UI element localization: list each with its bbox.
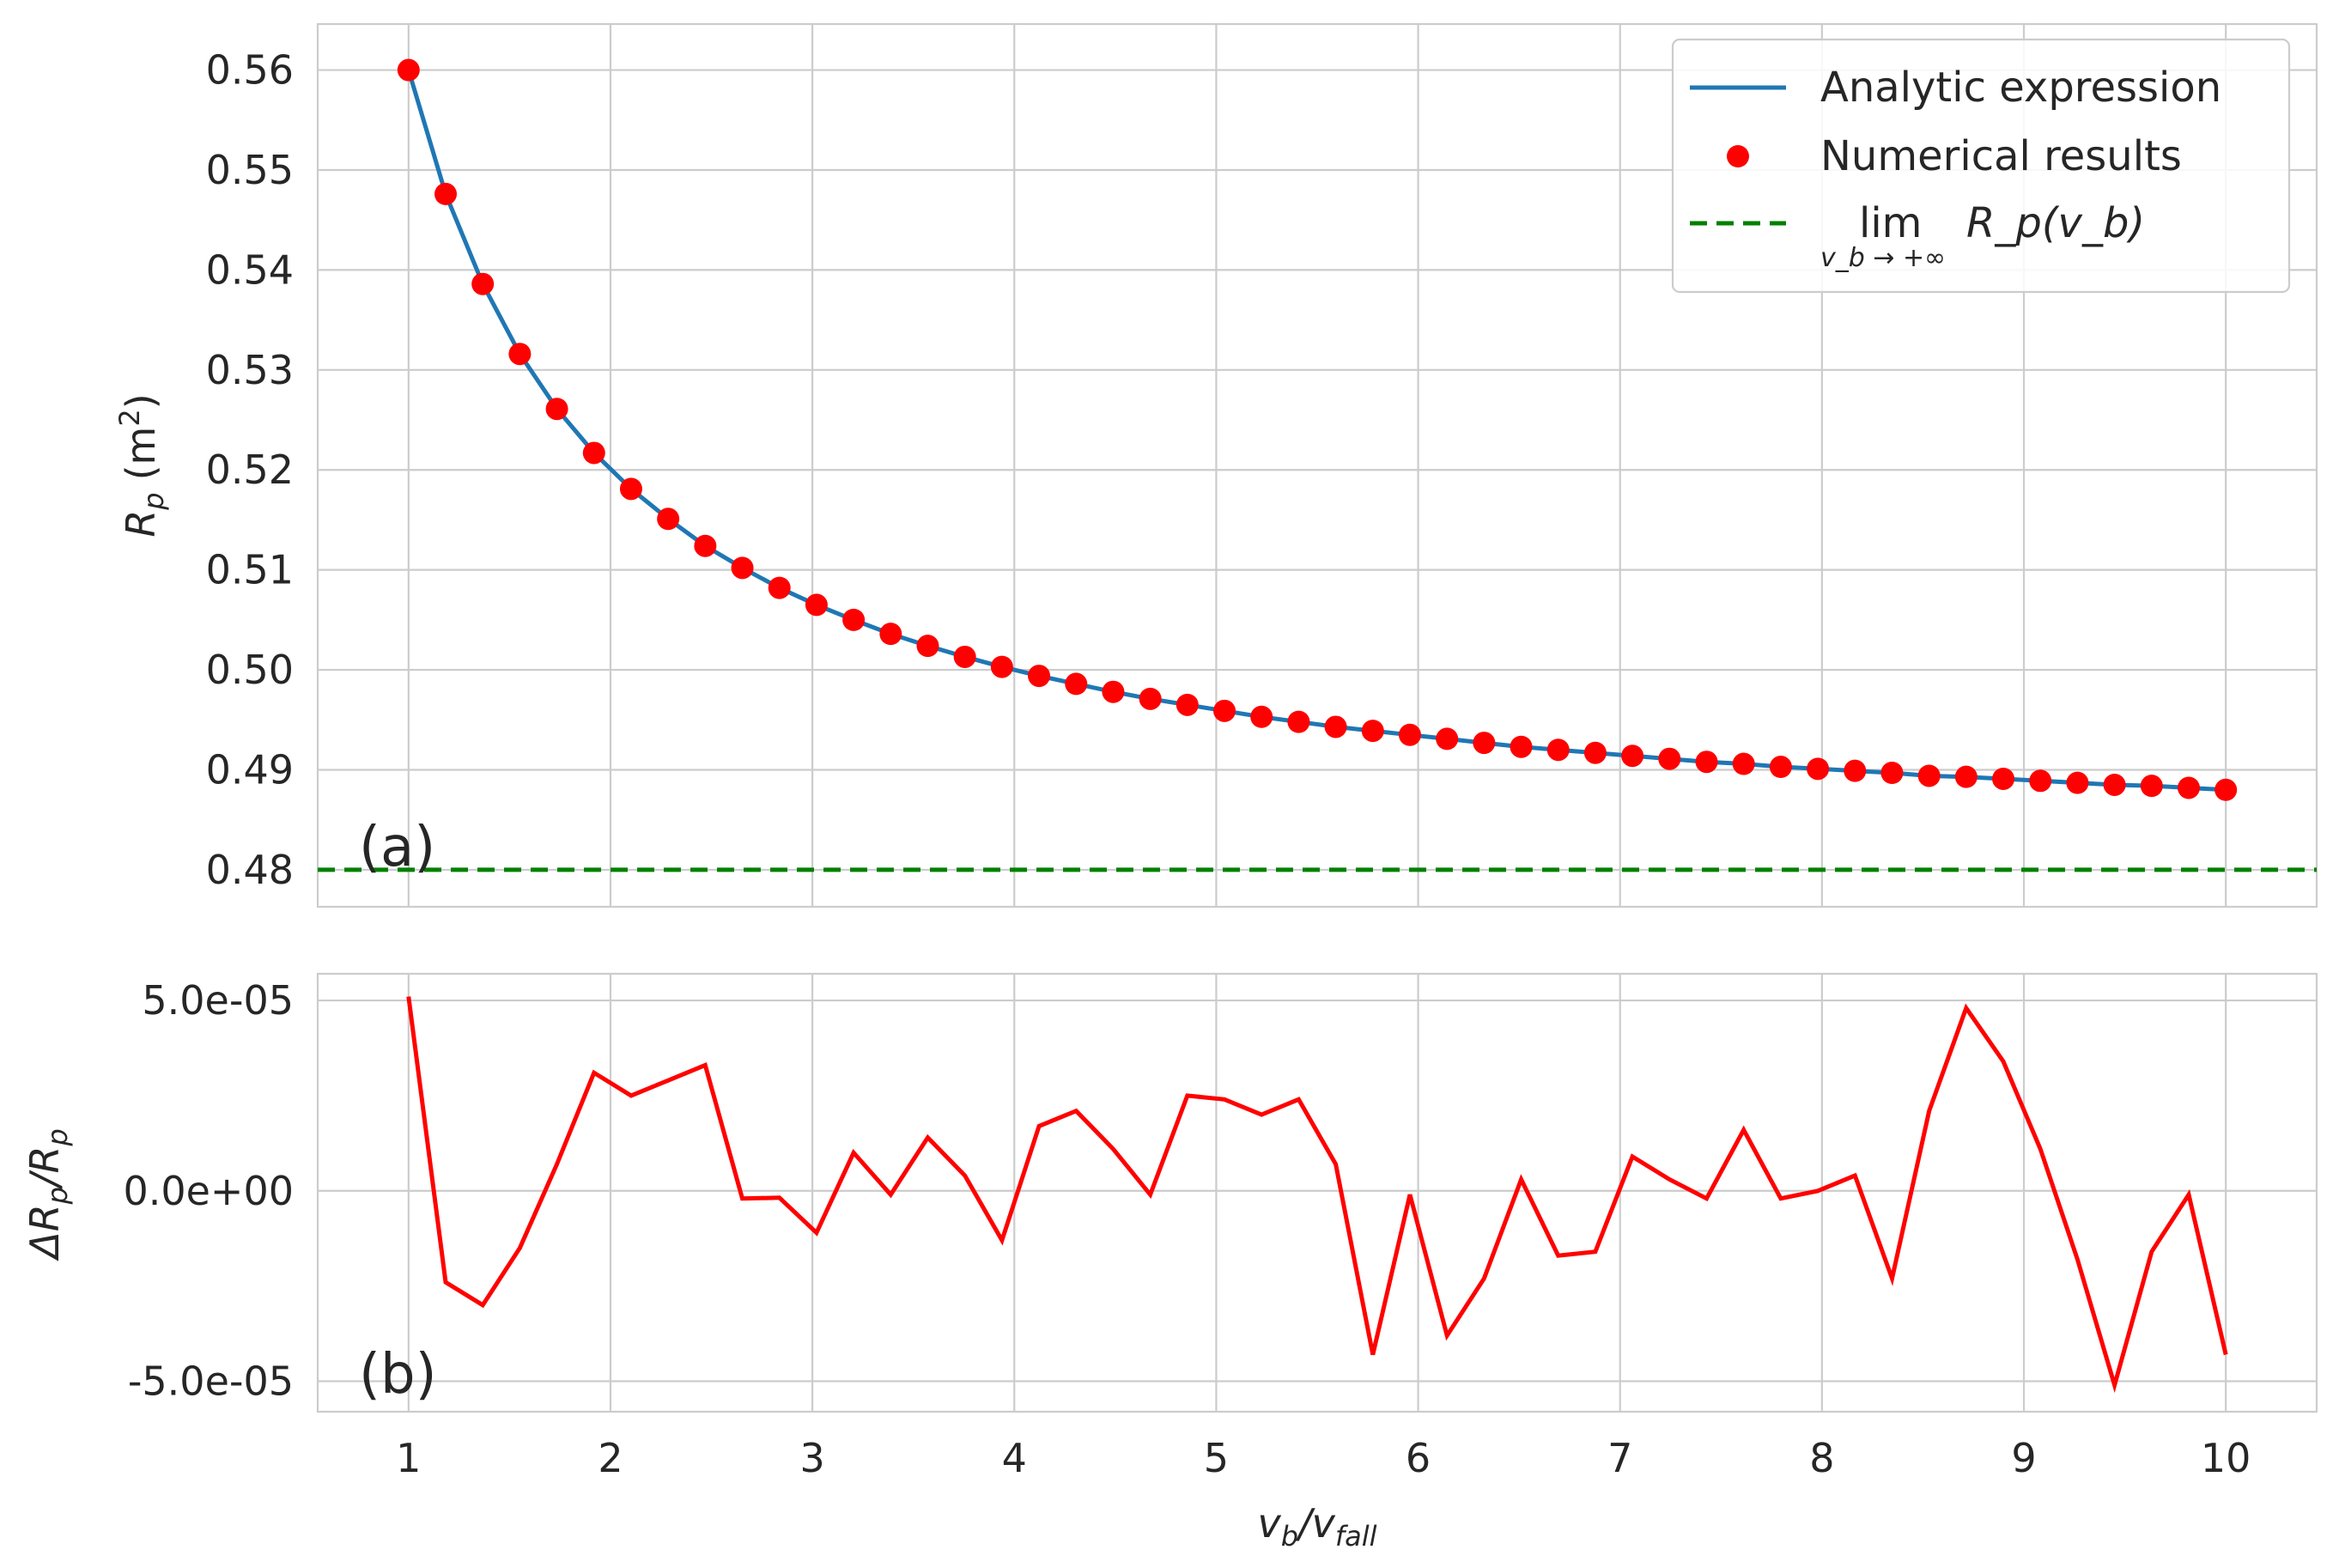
- numerical-result-point: [1732, 752, 1755, 775]
- numerical-result-point: [1695, 751, 1718, 774]
- panel-a-frame: [316, 22, 2318, 909]
- panel-a-y-axis-label: Rp(m2): [113, 393, 170, 537]
- numerical-result-point: [805, 593, 828, 617]
- numerical-result-point: [2066, 771, 2089, 794]
- panel-a-y-tick-label: 0.48: [206, 847, 294, 893]
- panel-label-b: (b): [359, 1343, 437, 1407]
- x-axis-label: vb/vfall: [1258, 1500, 1377, 1553]
- numerical-result-point: [471, 272, 495, 295]
- numerical-result-point: [1954, 765, 1978, 788]
- x-tick-label: 9: [2011, 1435, 2036, 1481]
- numerical-result-point: [2177, 776, 2200, 799]
- numerical-result-point: [694, 534, 717, 557]
- numerical-result-point: [916, 635, 939, 658]
- panel-b-y-tick-label: -5.0e-05: [128, 1358, 294, 1405]
- numerical-result-point: [1844, 759, 1867, 782]
- numerical-result-point: [1324, 715, 1347, 738]
- panel-b-y-ticks: -5.0e-05 0.0e+00 5.0e-05: [123, 977, 294, 1404]
- numerical-result-point: [1992, 767, 2015, 790]
- numerical-result-point: [1028, 665, 1051, 688]
- numerical-result-point: [545, 398, 568, 421]
- numerical-result-point: [1917, 764, 1941, 787]
- legend-analytic-label: Analytic expression: [1820, 64, 2221, 112]
- numerical-result-point: [1473, 732, 1496, 755]
- numerical-result-point: [731, 556, 754, 580]
- x-tick-label: 4: [1002, 1435, 1027, 1481]
- numerical-result-point: [1621, 744, 1644, 768]
- panel-a-y-tick-label: 0.53: [206, 347, 294, 393]
- numerical-result-point: [434, 182, 458, 205]
- panel-b-y-tick-label: 0.0e+00: [123, 1168, 294, 1214]
- numerical-result-point: [582, 441, 605, 465]
- numerical-result-point: [1546, 738, 1570, 762]
- legend-numerical-swatch: [1727, 145, 1749, 167]
- numerical-result-point: [2214, 778, 2238, 801]
- x-tick-label: 8: [1809, 1435, 1834, 1481]
- x-tick-label: 6: [1406, 1435, 1431, 1481]
- panel-a-y-ticks: 0.48 0.49 0.50 0.51 0.52 0.53 0.54 0.55 0.56: [206, 47, 294, 893]
- numerical-result-point: [1102, 680, 1125, 703]
- panel-b-x-ticks: 1 2 3 4 5 6 7 8 9 10: [396, 1435, 2251, 1481]
- numerical-result-point: [1583, 741, 1607, 764]
- x-tick-label: 1: [396, 1435, 421, 1481]
- legend: Analytic expression Numerical results li…: [1671, 38, 2291, 294]
- panel-b-grid: [318, 974, 2317, 1412]
- panel-a-y-tick-label: 0.51: [206, 547, 294, 593]
- numerical-result-point: [1065, 672, 1088, 696]
- numerical-result-point: [1213, 699, 1236, 722]
- numerical-result-point: [2029, 769, 2052, 793]
- numerical-result-point: [1658, 747, 1681, 770]
- numerical-result-point: [842, 608, 866, 631]
- numerical-result-point: [1287, 710, 1310, 733]
- numerical-result-point: [1436, 727, 1459, 751]
- numerical-result-point: [657, 507, 680, 531]
- numerical-results-points: [397, 58, 2238, 801]
- numerical-result-point: [2140, 775, 2163, 798]
- numerical-result-point: [1361, 720, 1384, 743]
- numerical-result-point: [508, 343, 532, 366]
- panel-a: 0.48 0.49 0.50 0.51 0.52 0.53 0.54 0.55 0.56 (a)…: [113, 22, 2318, 909]
- legend-numerical-label: Numerical results: [1820, 132, 2182, 180]
- numerical-result-point: [953, 645, 976, 668]
- panel-b-frame: [316, 972, 2318, 1413]
- x-tick-label: 2: [598, 1435, 623, 1481]
- numerical-result-point: [879, 623, 902, 646]
- panel-b-y-axis-label: ΔRp/Rp: [21, 1128, 74, 1261]
- legend-limit-subscript: v_b → +∞: [1820, 243, 1946, 273]
- panel-a-y-tick-label: 0.50: [206, 647, 294, 693]
- panel-b: -5.0e-05 0.0e+00 5.0e-05 1 2 3 4 5 6 7 8 9 10 (b) Δ…: [21, 972, 2318, 1553]
- legend-limit-expression: R_p(v_b): [1966, 199, 2145, 247]
- numerical-result-point: [1398, 723, 1421, 746]
- x-tick-label: 7: [1607, 1435, 1632, 1481]
- x-tick-label: 5: [1204, 1435, 1229, 1481]
- panel-b-y-tick-label: 5.0e-05: [142, 977, 294, 1024]
- panel-a-y-tick-label: 0.52: [206, 447, 294, 493]
- numerical-result-point: [1807, 757, 1830, 781]
- numerical-result-point: [990, 655, 1013, 678]
- numerical-result-point: [1250, 705, 1273, 728]
- numerical-result-point: [1769, 756, 1792, 779]
- x-tick-label: 10: [2201, 1435, 2251, 1481]
- numerical-result-point: [2103, 773, 2126, 796]
- panel-a-y-tick-label: 0.49: [206, 747, 294, 793]
- x-tick-label: 3: [799, 1435, 824, 1481]
- residual-line: [406, 996, 2228, 1394]
- panel-a-y-tick-label: 0.54: [206, 246, 294, 293]
- panel-a-y-tick-label: 0.56: [206, 47, 294, 94]
- numerical-result-point: [1176, 693, 1199, 716]
- panel-label-a: (a): [359, 816, 435, 879]
- legend-frame: [1671, 38, 2291, 294]
- numerical-result-point: [1510, 735, 1533, 758]
- legend-limit-label: lim: [1859, 199, 1922, 247]
- numerical-result-point: [768, 576, 791, 599]
- numerical-result-point: [1139, 687, 1162, 710]
- panel-a-y-tick-label: 0.55: [206, 147, 294, 193]
- numerical-result-point: [1880, 761, 1904, 784]
- numerical-result-point: [397, 58, 420, 82]
- numerical-result-point: [619, 477, 642, 501]
